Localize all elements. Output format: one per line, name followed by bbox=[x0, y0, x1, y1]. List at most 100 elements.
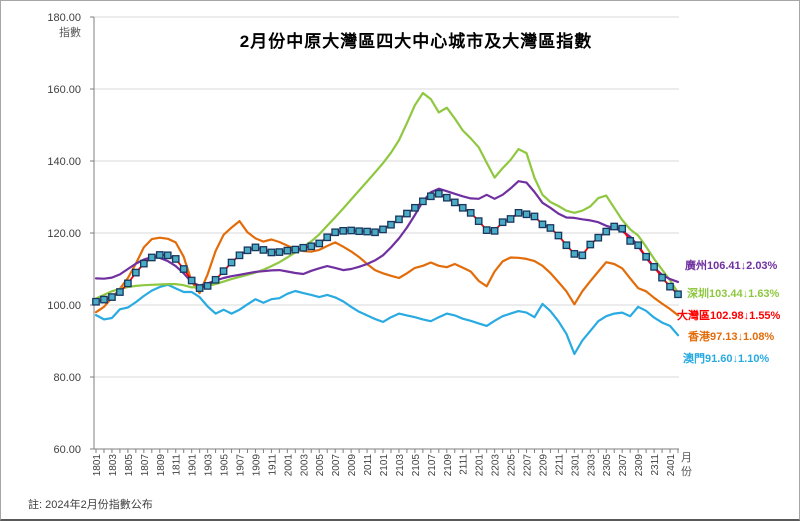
x-tick-label: 1911 bbox=[267, 454, 278, 476]
series-marker-greater-bay-area bbox=[259, 246, 268, 254]
x-tick-label: 2209 bbox=[538, 454, 549, 477]
x-tick-label: 1809 bbox=[156, 454, 167, 477]
x-tick-label: 2007 bbox=[331, 454, 342, 477]
x-tick-label: 2107 bbox=[427, 454, 438, 477]
series-marker-greater-bay-area bbox=[227, 258, 236, 267]
series-marker-greater-bay-area bbox=[124, 279, 132, 288]
series-marker-greater-bay-area bbox=[187, 276, 196, 285]
series-marker-greater-bay-area bbox=[251, 243, 260, 252]
x-tick-label: 2401 bbox=[666, 454, 677, 477]
series-marker-greater-bay-area bbox=[211, 275, 220, 284]
x-tick-label: 2301 bbox=[570, 454, 581, 477]
series-marker-greater-bay-area bbox=[235, 251, 244, 260]
series-marker-greater-bay-area bbox=[674, 290, 682, 299]
y-tick-label: 160.00 bbox=[47, 84, 81, 96]
x-tick-label: 2203 bbox=[491, 454, 502, 477]
series-marker-greater-bay-area bbox=[466, 208, 475, 217]
series-marker-greater-bay-area bbox=[666, 282, 674, 291]
series-marker-greater-bay-area bbox=[275, 248, 284, 256]
series-marker-greater-bay-area bbox=[450, 198, 459, 207]
series-marker-greater-bay-area bbox=[195, 284, 204, 292]
series-marker-greater-bay-area bbox=[642, 252, 650, 261]
series-marker-greater-bay-area bbox=[602, 227, 611, 236]
y-axis-title: 指數 bbox=[59, 27, 81, 39]
series-marker-greater-bay-area bbox=[610, 222, 619, 231]
series-marker-greater-bay-area bbox=[307, 242, 316, 251]
series-marker-greater-bay-area bbox=[395, 215, 403, 224]
series-line-macau bbox=[94, 283, 680, 356]
x-tick-label: 2211 bbox=[554, 454, 565, 476]
series-marker-greater-bay-area bbox=[650, 262, 658, 271]
series-marker-greater-bay-area bbox=[442, 193, 451, 202]
x-tick-label: 2309 bbox=[634, 454, 645, 477]
series-marker-greater-bay-area bbox=[155, 251, 164, 259]
series-marker-greater-bay-area bbox=[538, 220, 547, 229]
series-marker-greater-bay-area bbox=[458, 203, 467, 212]
x-tick-label: 2207 bbox=[523, 454, 534, 477]
series-marker-greater-bay-area bbox=[299, 243, 308, 252]
series-marker-greater-bay-area bbox=[108, 293, 116, 301]
series-marker-greater-bay-area bbox=[283, 246, 292, 255]
series-marker-greater-bay-area bbox=[498, 218, 507, 227]
legend-item-hongkong: 香港97.13↓1.08% bbox=[688, 331, 775, 343]
series-marker-greater-bay-area bbox=[203, 282, 212, 290]
x-tick-label: 1909 bbox=[251, 454, 262, 477]
x-tick-label: 1901 bbox=[188, 454, 199, 477]
x-tick-label: 2009 bbox=[347, 454, 358, 477]
series-marker-greater-bay-area bbox=[426, 192, 435, 201]
series-marker-greater-bay-area bbox=[514, 208, 523, 217]
series-marker-greater-bay-area bbox=[132, 268, 140, 277]
series-marker-greater-bay-area bbox=[92, 297, 100, 306]
series-marker-greater-bay-area bbox=[171, 255, 180, 263]
x-tick-label: 2305 bbox=[602, 454, 613, 477]
series-marker-greater-bay-area bbox=[243, 246, 252, 255]
legend-item-greater-bay-area: 大灣區102.98↓1.55% bbox=[677, 310, 781, 322]
y-tick-label: 100.00 bbox=[47, 300, 81, 312]
series-marker-greater-bay-area bbox=[658, 273, 666, 282]
x-tick-label: 2109 bbox=[443, 454, 454, 477]
x-tick-label: 2111 bbox=[459, 454, 470, 475]
series-marker-greater-bay-area bbox=[522, 210, 531, 219]
y-tick-label: 140.00 bbox=[47, 156, 81, 168]
x-tick-label: 2001 bbox=[283, 454, 294, 477]
series-marker-greater-bay-area bbox=[363, 227, 371, 236]
x-tick-label: 2011 bbox=[363, 454, 374, 476]
series-marker-greater-bay-area bbox=[355, 227, 363, 236]
x-tick-label: 2205 bbox=[507, 454, 518, 477]
series-marker-greater-bay-area bbox=[331, 228, 340, 237]
series-marker-greater-bay-area bbox=[490, 226, 499, 235]
series-marker-greater-bay-area bbox=[116, 288, 124, 296]
footnote: 註: 2024年2月份指數公布 bbox=[28, 499, 153, 511]
y-tick-label: 60.00 bbox=[53, 444, 81, 456]
x-tick-label: 1801 bbox=[92, 454, 103, 477]
series-marker-greater-bay-area bbox=[530, 212, 539, 221]
series-marker-greater-bay-area bbox=[634, 241, 642, 250]
series-marker-greater-bay-area bbox=[419, 197, 427, 206]
series-marker-greater-bay-area bbox=[570, 250, 579, 258]
x-tick-label: 1807 bbox=[140, 454, 151, 477]
x-tick-label: 1803 bbox=[108, 454, 119, 477]
x-tick-label: 1903 bbox=[204, 454, 215, 477]
legend-item-macau: 澳門91.60↓1.10% bbox=[683, 353, 770, 365]
series-marker-greater-bay-area bbox=[147, 253, 156, 262]
series-marker-greater-bay-area bbox=[594, 233, 603, 242]
x-tick-label: 2307 bbox=[618, 454, 629, 477]
x-tick-label: 2201 bbox=[475, 454, 486, 477]
x-tick-label: 1907 bbox=[236, 454, 247, 477]
series-marker-greater-bay-area bbox=[163, 251, 172, 260]
x-tick-label: 2303 bbox=[586, 454, 597, 477]
series-marker-greater-bay-area bbox=[546, 224, 555, 232]
series-marker-greater-bay-area bbox=[267, 248, 276, 257]
series-marker-greater-bay-area bbox=[554, 231, 563, 240]
x-tick-label: 2101 bbox=[379, 454, 390, 477]
series-marker-greater-bay-area bbox=[578, 251, 587, 260]
series-marker-greater-bay-area bbox=[291, 245, 300, 254]
legend-item-guangzhou: 廣州106.41↓2.03% bbox=[685, 260, 778, 272]
series-marker-greater-bay-area bbox=[411, 203, 419, 212]
chart-title: 2月份中原大灣區四大中心城市及大灣區指數 bbox=[239, 32, 593, 51]
series-marker-greater-bay-area bbox=[474, 217, 483, 225]
x-axis-title: 月份 bbox=[681, 452, 692, 478]
legend-item-shenzhen: 深圳103.44↓1.63% bbox=[687, 288, 780, 300]
series-marker-greater-bay-area bbox=[506, 215, 515, 223]
